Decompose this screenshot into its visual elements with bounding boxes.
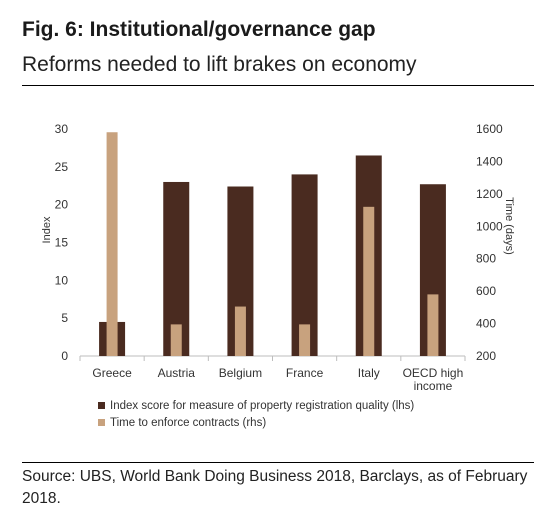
y-right-axis-title: Time (days) [503, 197, 515, 255]
x-category-label: France [286, 366, 324, 380]
bar-time-austria [170, 324, 182, 356]
x-category-label: Belgium [219, 366, 262, 380]
y-left-tick-label: 5 [61, 311, 68, 325]
legend-label: Time to enforce contracts (rhs) [110, 417, 266, 429]
bottom-divider [22, 462, 534, 463]
y-left-tick-label: 10 [55, 273, 69, 287]
y-left-axis-title: Index [41, 216, 53, 243]
bar-chart: 0 5 10 15 20 25 30 200 400 600 800 1000 1200 1400 1600… [41, 122, 515, 429]
y-right-tick-label: 1600 [476, 122, 503, 136]
bar-time-oecd-high [427, 294, 439, 356]
figure-subtitle: Reforms needed to lift brakes on economy [22, 53, 417, 76]
y-left-tick-label: 15 [55, 236, 69, 250]
legend-label: Index score for measure of property regi… [110, 400, 414, 412]
source-note: Source: UBS, World Bank Doing Business 2… [22, 468, 528, 507]
bar-time-france [299, 324, 311, 356]
y-right-tick-label: 200 [476, 349, 496, 363]
y-right-tick-label: 1200 [476, 187, 503, 201]
y-right-tick-label: 400 [476, 317, 496, 331]
x-category-label: Italy [358, 366, 380, 380]
y-right-tick-label: 600 [476, 284, 496, 298]
figure-title: Fig. 6: Institutional/governance gap [22, 18, 376, 41]
top-divider [22, 85, 534, 86]
x-category-label: Austria [158, 366, 196, 380]
x-category-label: OECD high [403, 366, 464, 380]
legend-swatch [98, 402, 105, 409]
chart-legend: Index score for measure of property regi… [98, 400, 414, 429]
legend-swatch [98, 419, 105, 426]
index-bars [99, 155, 446, 356]
bar-time-italy [363, 206, 375, 356]
x-category-label: income [414, 379, 453, 393]
y-left-tick-label: 0 [61, 349, 68, 363]
x-category-label: Greece [92, 366, 132, 380]
time-bars [106, 132, 439, 356]
y-right-tick-label: 1400 [476, 154, 503, 168]
y-right-tick-label: 800 [476, 252, 496, 266]
bar-time-belgium [234, 306, 246, 356]
y-left-tick-label: 30 [55, 122, 69, 136]
chart-axes [79, 355, 466, 361]
y-left-tick-label: 25 [55, 160, 69, 174]
y-right-tick-label: 1000 [476, 219, 503, 233]
chart-labels: 0 5 10 15 20 25 30 200 400 600 800 1000 1200 1400 1600… [41, 122, 515, 393]
y-left-tick-label: 20 [55, 198, 69, 212]
bar-time-greece [106, 132, 118, 356]
